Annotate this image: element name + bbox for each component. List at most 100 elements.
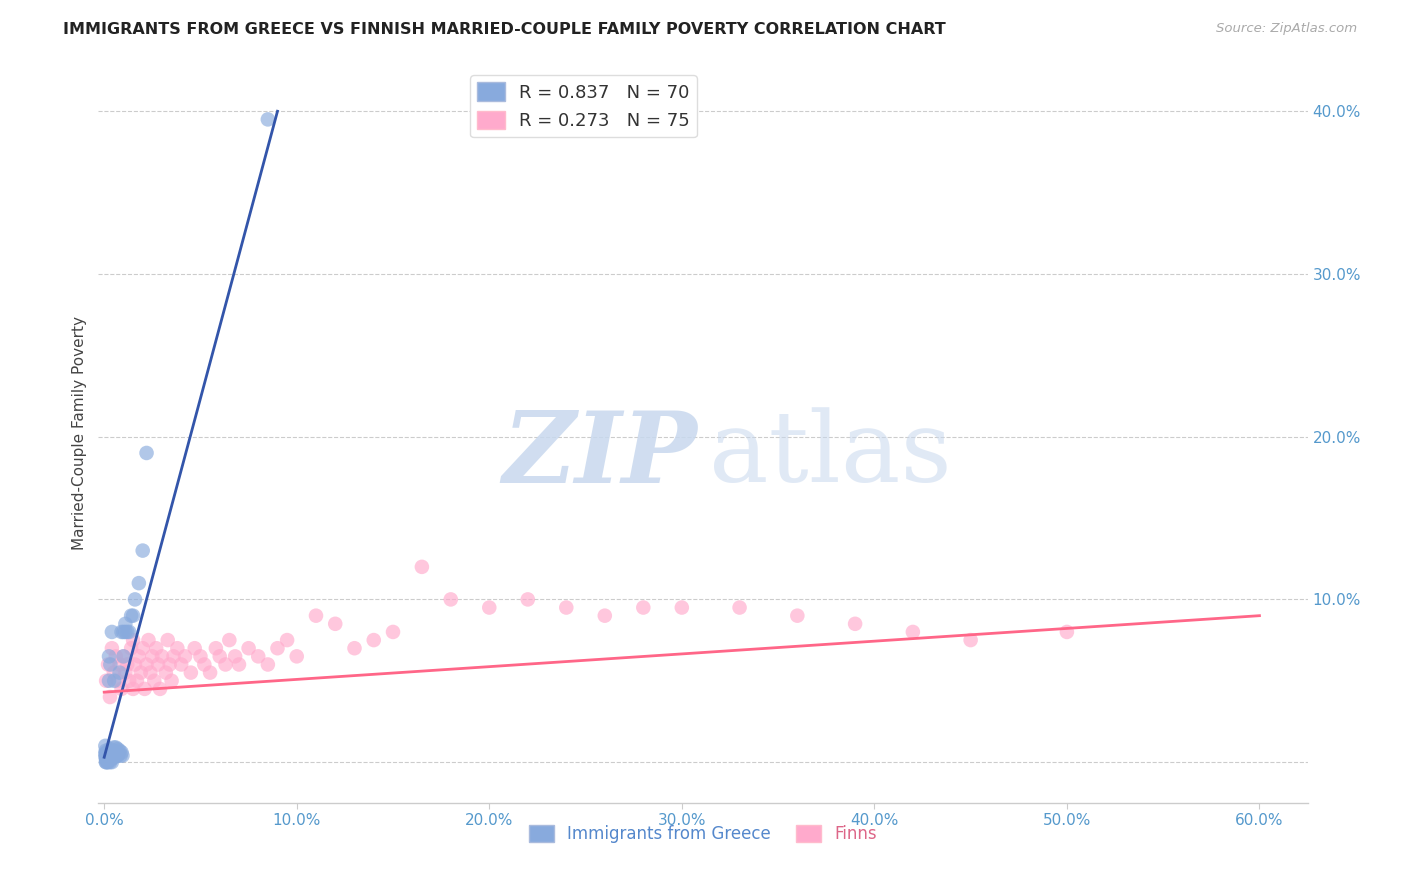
Point (107, 748, 129, 763)
Y-axis label: Married-Couple Family Poverty: Married-Couple Family Poverty (72, 316, 87, 549)
Point (98, 673, 121, 688)
Point (124, 657, 146, 672)
Point (107, 742, 129, 756)
Point (122, 681, 145, 696)
Point (94, 755, 117, 769)
Point (238, 641, 260, 656)
Legend: Immigrants from Greece, Finns: Immigrants from Greece, Finns (522, 819, 884, 850)
Point (156, 633, 179, 648)
Point (110, 624, 132, 639)
Point (135, 657, 157, 672)
Point (363, 633, 385, 648)
Point (844, 616, 866, 631)
Point (118, 673, 141, 688)
Point (96, 750, 118, 764)
Point (110, 745, 132, 759)
Point (122, 633, 145, 648)
Point (257, 657, 280, 672)
Point (162, 649, 184, 664)
Point (101, 752, 124, 766)
Point (98, 748, 121, 763)
Point (728, 600, 751, 615)
Point (128, 649, 150, 664)
Point (228, 657, 250, 672)
Point (103, 747, 125, 761)
Point (108, 744, 131, 758)
Point (276, 633, 298, 648)
Point (114, 624, 136, 639)
Point (94, 745, 117, 759)
Point (959, 633, 981, 648)
Point (214, 657, 236, 672)
Point (122, 608, 145, 623)
Point (141, 649, 163, 664)
Point (112, 649, 135, 664)
Point (97, 748, 120, 763)
Point (129, 665, 152, 680)
Point (343, 641, 366, 656)
Point (166, 641, 188, 656)
Point (160, 673, 183, 688)
Point (208, 649, 231, 664)
Point (478, 600, 501, 615)
Point (247, 649, 270, 664)
Point (104, 748, 127, 763)
Point (97, 755, 120, 769)
Point (131, 641, 153, 656)
Point (108, 665, 131, 680)
Point (111, 748, 134, 763)
Point (100, 748, 122, 763)
Text: ZIP: ZIP (502, 407, 697, 503)
Point (94, 755, 117, 769)
Point (94, 739, 117, 753)
Text: IMMIGRANTS FROM GREECE VS FINNISH MARRIED-COUPLE FAMILY POVERTY CORRELATION CHAR: IMMIGRANTS FROM GREECE VS FINNISH MARRIE… (63, 22, 946, 37)
Point (104, 745, 127, 759)
Point (120, 641, 142, 656)
Point (100, 752, 122, 766)
Point (101, 750, 124, 764)
Point (139, 665, 162, 680)
Point (901, 624, 924, 639)
Point (101, 748, 124, 763)
Point (786, 608, 808, 623)
Point (516, 592, 538, 607)
Point (1056, 624, 1078, 639)
Point (183, 641, 205, 656)
Point (96, 747, 118, 761)
Point (103, 750, 125, 764)
Point (124, 592, 146, 607)
Point (555, 600, 578, 615)
Point (170, 657, 193, 672)
Point (117, 624, 139, 639)
Point (205, 641, 228, 656)
Point (266, 641, 288, 656)
Point (323, 616, 346, 631)
Point (107, 673, 129, 688)
Text: atlas: atlas (709, 407, 952, 503)
Point (305, 608, 328, 623)
Point (97, 750, 120, 764)
Point (94, 673, 117, 688)
Point (149, 681, 172, 696)
Point (114, 665, 136, 680)
Point (108, 657, 131, 672)
Point (103, 744, 125, 758)
Point (97, 657, 120, 672)
Point (94, 748, 117, 763)
Point (98, 649, 121, 664)
Point (146, 657, 169, 672)
Point (101, 641, 124, 656)
Point (98, 657, 121, 672)
Point (98, 742, 121, 756)
Point (101, 624, 124, 639)
Point (98, 752, 121, 766)
Point (138, 633, 160, 648)
Point (190, 649, 212, 664)
Point (224, 649, 246, 664)
Point (101, 745, 124, 759)
Point (94, 744, 117, 758)
Point (96, 754, 118, 768)
Point (193, 657, 215, 672)
Point (94, 750, 117, 764)
Point (94, 752, 117, 766)
